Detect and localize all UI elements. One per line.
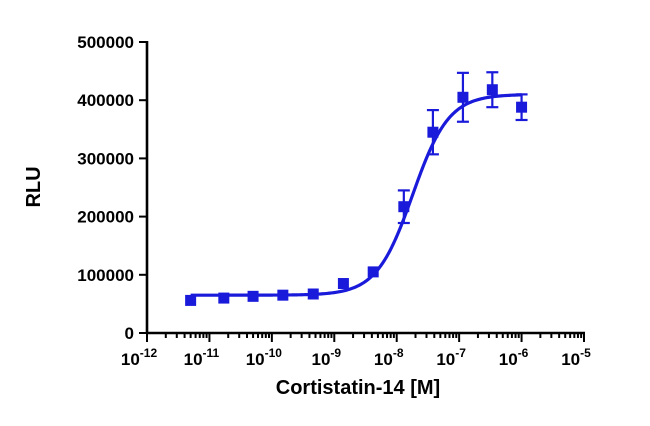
y-tick-label: 200000 [77,208,134,227]
data-point [398,201,410,213]
y-tick-label: 0 [125,324,134,343]
x-tick-label: 10-10 [246,346,283,369]
x-tick-label: 10-12 [121,346,158,369]
data-point [427,126,439,138]
x-tick-label: 10-6 [499,346,529,369]
x-tick-label: 10-5 [561,346,591,369]
fit-curve [190,93,522,297]
data-point [486,84,498,96]
x-tick-label: 10-11 [184,346,220,369]
data-point [457,91,469,103]
x-tick-label: 10-7 [436,346,466,369]
y-axis-title: RLU [23,166,45,207]
data-point [337,278,349,290]
data-point [307,288,319,300]
x-tick-label: 10-9 [311,346,341,369]
plot-area [185,71,528,306]
data-point [367,266,379,278]
axes [145,41,585,335]
x-axis-ticks: 10-12 10-11 10-10 10-9 10-8 10-7 10-6 10-5 [121,333,591,369]
data-point [516,101,528,113]
data-point [247,290,259,302]
data-point [218,292,230,304]
y-tick-label: 300000 [77,149,134,168]
x-tick-label: 10-8 [374,346,404,369]
y-tick-label: 500000 [77,33,134,52]
data-point [185,294,197,306]
x-axis-title: Cortistatin-14 [M] [276,377,440,399]
y-tick-label: 100000 [77,266,134,285]
data-point [277,289,289,301]
y-axis-ticks: 0 100000 200000 300000 400000 500000 [77,33,147,343]
y-tick-label: 400000 [77,91,134,110]
